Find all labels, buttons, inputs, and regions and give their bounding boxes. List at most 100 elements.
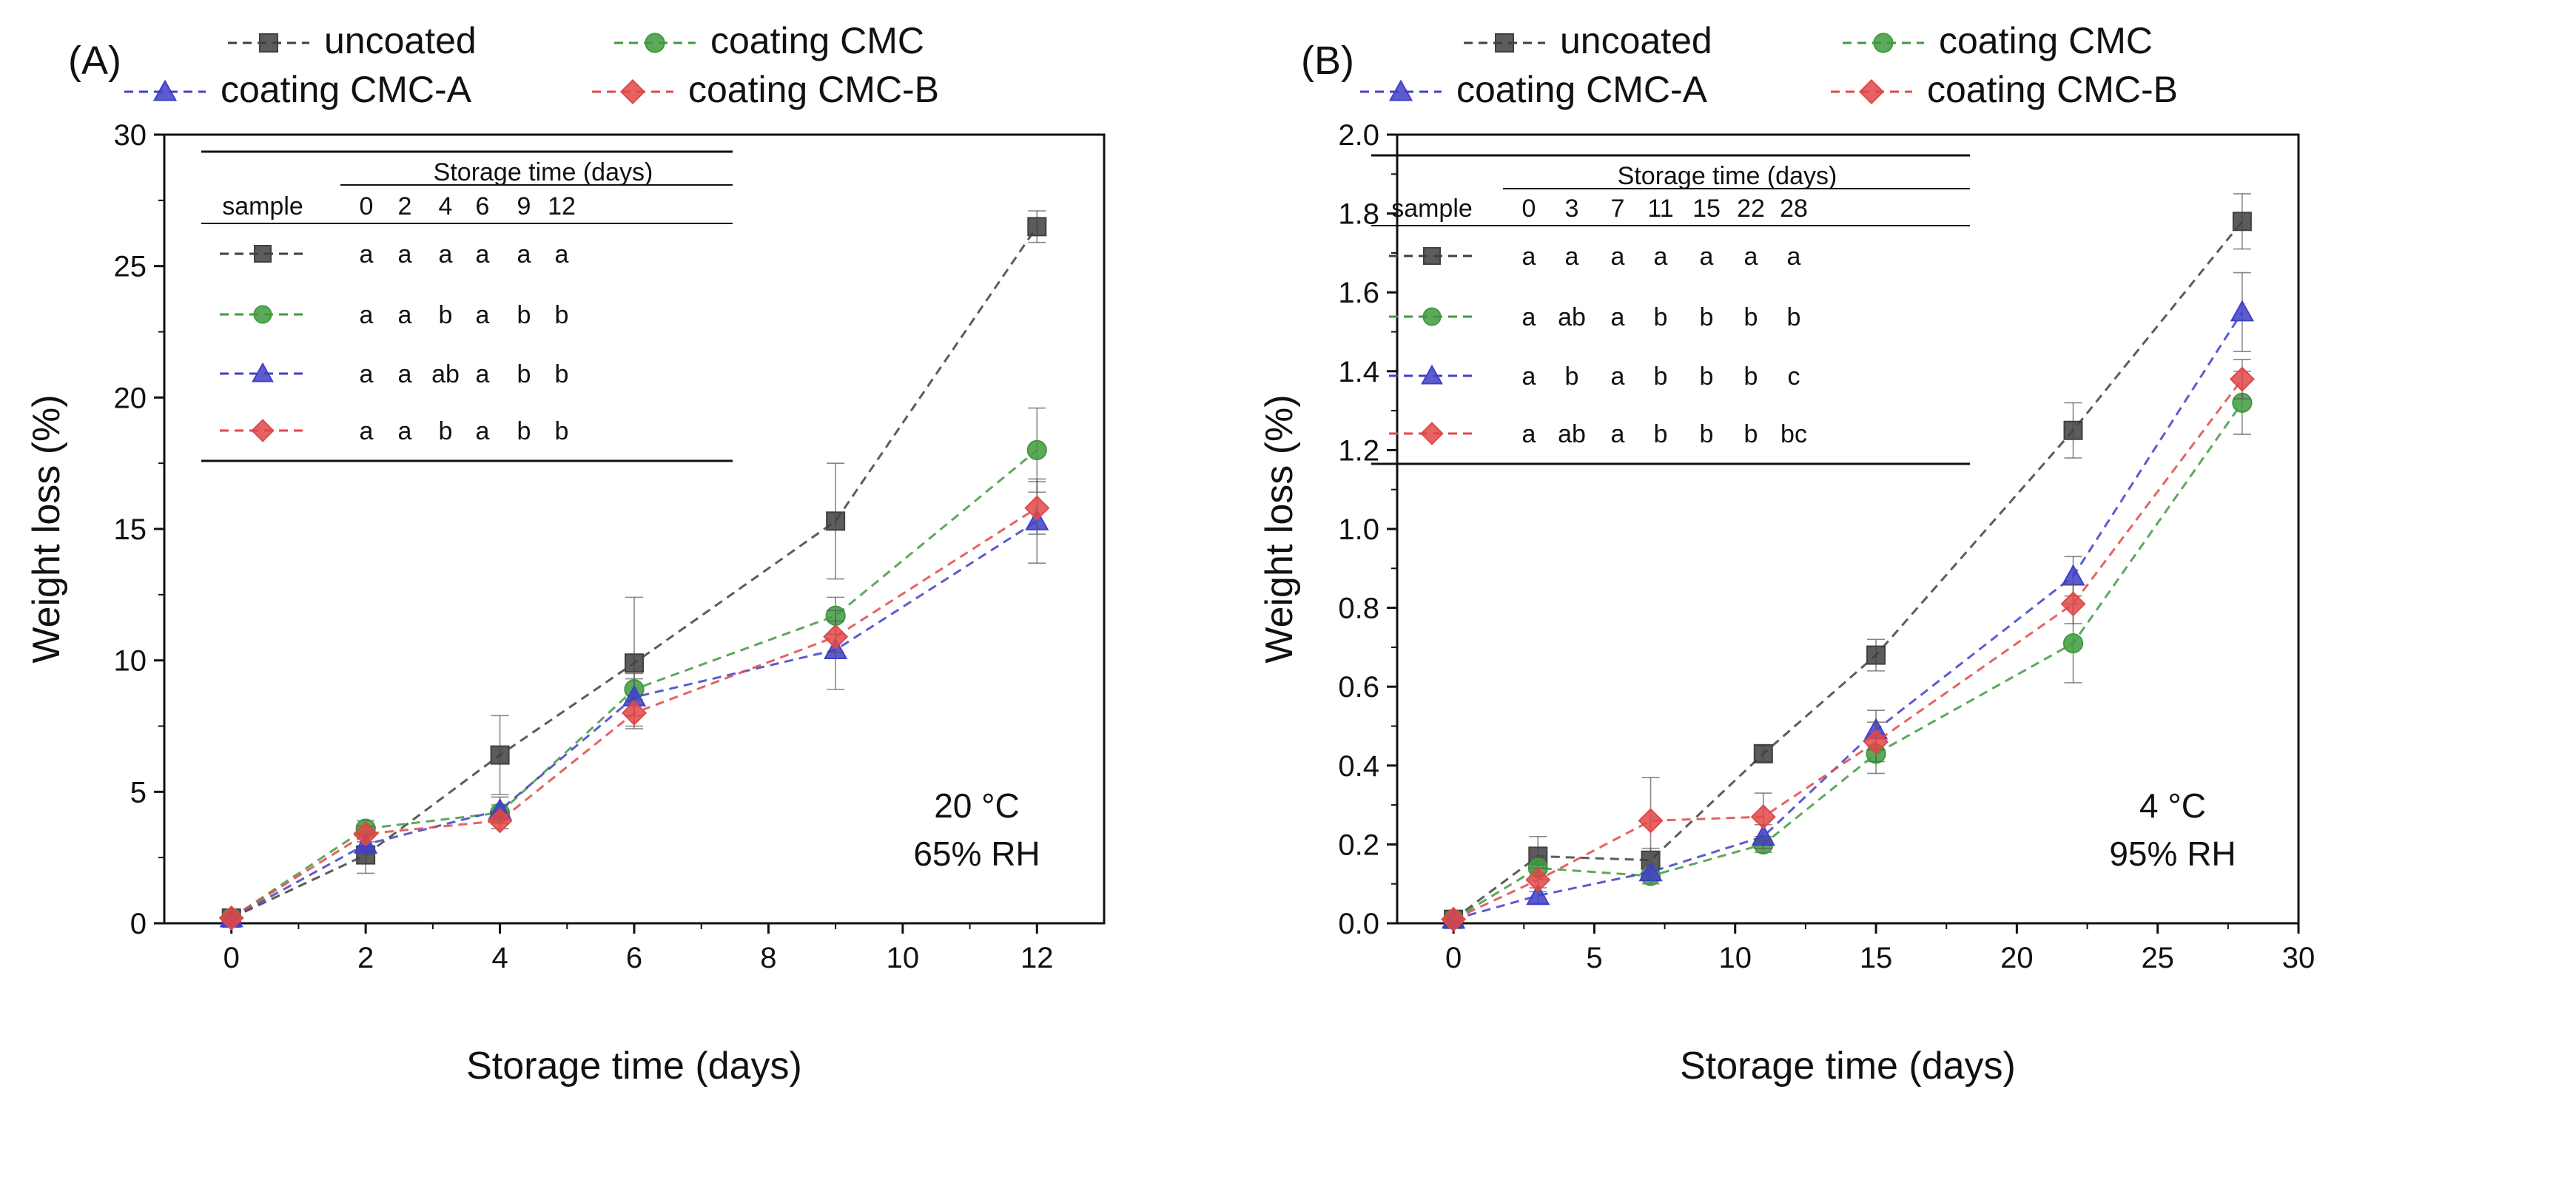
legend-marker <box>1858 78 1885 105</box>
table-cell: a <box>476 240 490 269</box>
significance-table: Storage time (days)sample 0 3 7 11 15 22 28a a a a… <box>1371 154 1970 465</box>
x-tick-label: 15 <box>1860 942 1893 974</box>
table-cell: a <box>1611 303 1625 331</box>
legend-label: coating CMC-B <box>1927 69 2178 110</box>
table-cell: b <box>1654 420 1668 448</box>
table-cell: a <box>1611 243 1625 271</box>
table-cell: a <box>398 301 412 329</box>
x-tick-label: 6 <box>626 942 642 974</box>
table-cell: a <box>398 360 412 388</box>
table-sample-label: sample <box>1391 195 1473 223</box>
y-tick-label: 1.2 <box>1338 434 1379 467</box>
table-column-header: 6 <box>476 192 490 220</box>
y-tick-label: 1.0 <box>1338 513 1379 546</box>
series-coating-cmc-b <box>218 481 1050 931</box>
series-line <box>230 520 1038 920</box>
table-cell: a <box>1522 420 1536 448</box>
table-row-marker <box>1421 364 1443 385</box>
table-cell: b <box>1744 303 1758 331</box>
table-cell: b <box>517 360 531 388</box>
table-row-marker <box>1423 247 1441 265</box>
chart-panel-b: (B)0.00.20.40.60.81.01.21.41.61.82.00 5 10… <box>1258 20 2315 1088</box>
table-column-header: 7 <box>1611 195 1625 223</box>
legend-label: uncoated <box>1560 20 1712 61</box>
table-cell: a <box>1654 243 1668 271</box>
data-point <box>1638 860 1663 882</box>
y-tick-label: 20 <box>114 382 147 414</box>
condition-annotation: 20 °C <box>934 786 1020 825</box>
table-row-marker <box>1422 307 1442 326</box>
data-point <box>1024 495 1050 521</box>
table-cell: ab <box>1558 420 1586 448</box>
y-tick-label: 5 <box>130 776 147 809</box>
x-tick-label: 0 <box>223 942 240 974</box>
table-cell: a <box>1611 420 1625 448</box>
table-cell: a <box>1522 243 1536 271</box>
y-axis-label: Weight loss (%) <box>25 394 68 663</box>
data-point <box>1750 804 1776 830</box>
table-cell: b <box>555 301 569 329</box>
y-tick-label: 0.6 <box>1338 671 1379 704</box>
condition-annotation: 65% RH <box>913 834 1040 873</box>
table-header: Storage time (days) <box>434 158 653 186</box>
table-cell: b <box>1700 363 1714 391</box>
table-cell: a <box>360 417 374 445</box>
table-cell: a <box>476 360 490 388</box>
legend-label: coating CMC-A <box>1456 69 1708 110</box>
table-cell: a <box>398 240 412 269</box>
table-cell: a <box>1611 363 1625 391</box>
table-cell: b <box>439 301 453 329</box>
y-tick-label: 0.0 <box>1338 908 1379 940</box>
y-tick-label: 15 <box>114 513 147 546</box>
table-cell: b <box>555 360 569 388</box>
table-cell: b <box>1565 363 1579 391</box>
data-point <box>1863 729 1889 755</box>
table-column-header: 0 <box>360 192 374 220</box>
table-row-marker <box>253 305 272 324</box>
y-tick-label: 2.0 <box>1338 119 1379 152</box>
table-column-header: 0 <box>1522 195 1536 223</box>
legend-marker <box>645 33 665 53</box>
table-cell: b <box>517 417 531 445</box>
data-point <box>2230 300 2254 322</box>
x-tick-label: 10 <box>887 942 920 974</box>
table-cell: a <box>476 301 490 329</box>
table-cell: b <box>439 417 453 445</box>
table-cell: b <box>517 301 531 329</box>
table-cell: b <box>1744 363 1758 391</box>
x-tick-label: 2 <box>357 942 374 974</box>
table-row-marker <box>251 419 275 442</box>
y-tick-label: 25 <box>114 251 147 283</box>
data-point <box>487 808 513 834</box>
series-coating-cmc-b <box>1441 359 2255 932</box>
table-cell: c <box>1788 363 1800 391</box>
data-point <box>823 624 849 650</box>
legend-marker <box>259 33 278 53</box>
y-tick-label: 1.6 <box>1338 277 1379 309</box>
table-cell: a <box>1522 363 1536 391</box>
legend-label: coating CMC-A <box>221 69 472 110</box>
data-point <box>1753 744 1773 763</box>
data-point <box>2063 420 2083 440</box>
table-header: Storage time (days) <box>1618 162 1837 190</box>
data-point <box>1441 906 1467 932</box>
table-column-header: 2 <box>398 192 412 220</box>
table-cell: b <box>1654 303 1668 331</box>
data-point <box>2060 591 2086 617</box>
data-point <box>826 511 846 531</box>
table-column-header: 3 <box>1565 195 1579 223</box>
legend-label: coating CMC-B <box>688 69 939 110</box>
significance-table: Storage time (days)sample 0 2 4 6 9 12a a a a a aa a… <box>201 150 733 462</box>
x-tick-label: 12 <box>1020 942 1054 974</box>
table-cell: a <box>1787 243 1801 271</box>
table-column-header: 22 <box>1737 195 1765 223</box>
table-cell: a <box>398 417 412 445</box>
data-point <box>621 700 648 726</box>
y-tick-label: 0 <box>130 908 147 940</box>
data-point <box>625 653 644 673</box>
y-tick-label: 0.4 <box>1338 750 1379 783</box>
y-tick-label: 10 <box>114 645 147 678</box>
legend-marker <box>1388 79 1413 101</box>
x-tick-label: 25 <box>2141 942 2174 974</box>
